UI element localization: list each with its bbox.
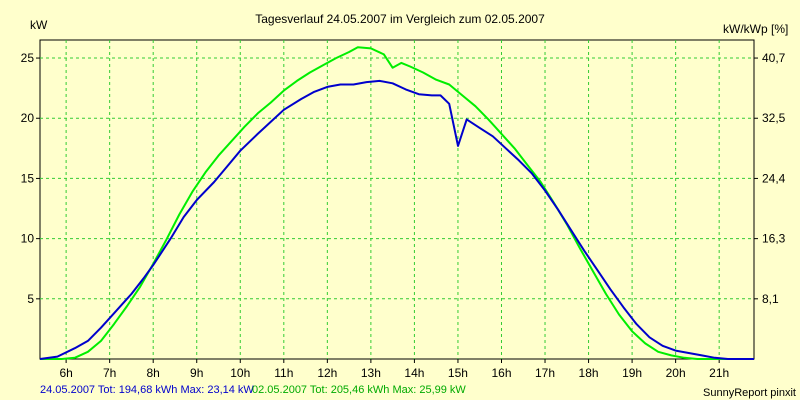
x-tick-label: 19h bbox=[622, 366, 642, 380]
x-tick-label: 16h bbox=[491, 366, 511, 380]
series-line-02-05-2007 bbox=[40, 46, 754, 360]
y-axis-right-label: kW/kWp [%] bbox=[723, 22, 788, 36]
plot-area bbox=[39, 39, 755, 360]
chart-title: Tagesverlauf 24.05.2007 im Vergleich zum… bbox=[255, 12, 545, 26]
y-tick-label-right: 24,4 bbox=[762, 171, 786, 185]
y-tick-label-left: 5 bbox=[27, 292, 34, 306]
x-tick-label: 20h bbox=[666, 366, 686, 380]
series1-summary: 24.05.2007 Tot: 194,68 kWh Max: 23,14 kW bbox=[40, 384, 254, 396]
x-tick-label: 15h bbox=[448, 366, 468, 380]
tick-labels: 6h 7h 8h 9h 10h 11h 12h 13h 14h 15h 16h 17h 18h 19h 20… bbox=[21, 51, 786, 380]
y-tick-label-right: 32,5 bbox=[762, 111, 786, 125]
x-tick-label: 9h bbox=[190, 366, 203, 380]
y-tick-label-left: 15 bbox=[21, 171, 35, 185]
x-tick-label: 10h bbox=[230, 366, 250, 380]
y-tick-label-left: 20 bbox=[21, 111, 35, 125]
y-tick-label-left: 10 bbox=[21, 232, 35, 246]
x-tick-label: 8h bbox=[147, 366, 160, 380]
x-tick-label: 21h bbox=[709, 366, 729, 380]
y-tick-label-right: 16,3 bbox=[762, 232, 786, 246]
y-tick-label-right: 40,7 bbox=[762, 51, 786, 65]
x-tick-label: 17h bbox=[535, 366, 555, 380]
x-tick-label: 6h bbox=[59, 366, 72, 380]
series-lines bbox=[39, 46, 754, 360]
y-tick-label-right: 8,1 bbox=[762, 292, 779, 306]
series-line-24-05-2007 bbox=[39, 79, 754, 360]
x-tick-label: 7h bbox=[103, 366, 116, 380]
x-tick-label: 11h bbox=[274, 366, 293, 380]
x-tick-label: 18h bbox=[579, 366, 599, 380]
x-tick-label: 12h bbox=[317, 366, 337, 380]
y-axis-left-label: kW bbox=[30, 18, 48, 32]
y-tick-label-left: 25 bbox=[21, 51, 35, 65]
grid-lines bbox=[36, 40, 758, 363]
series2-summary: 02.05.2007 Tot: 205,46 kWh Max: 25,99 kW bbox=[252, 384, 466, 396]
x-tick-label: 13h bbox=[361, 366, 381, 380]
credit-text: SunnyReport pinxit bbox=[703, 387, 796, 399]
x-tick-label: 14h bbox=[404, 366, 424, 380]
